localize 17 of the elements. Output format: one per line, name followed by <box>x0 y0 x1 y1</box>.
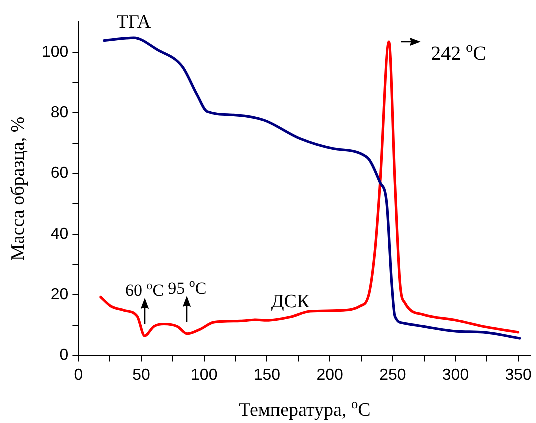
y-tick-label: 100 <box>42 44 69 61</box>
series-label: ДСК <box>271 291 310 312</box>
x-tick-label: 250 <box>380 366 406 384</box>
y-axis-title: Масса образца, % <box>8 116 29 261</box>
y-tick-label: 80 <box>50 104 69 122</box>
y-tick-label: 60 <box>50 165 69 182</box>
x-tick-label: 50 <box>132 366 151 384</box>
x-tick-label: 300 <box>442 366 470 384</box>
y-tick-label: 40 <box>50 226 69 243</box>
x-tick-label: 200 <box>316 366 344 384</box>
x-tick-label: 0 <box>74 366 84 384</box>
x-tick-label: 150 <box>254 366 281 384</box>
x-tick-label: 100 <box>191 366 218 384</box>
y-tick-label: 0 <box>60 347 69 364</box>
x-tick-label: 350 <box>505 366 532 384</box>
y-tick-label: 20 <box>50 286 69 304</box>
series-label: ТГА <box>116 12 152 34</box>
